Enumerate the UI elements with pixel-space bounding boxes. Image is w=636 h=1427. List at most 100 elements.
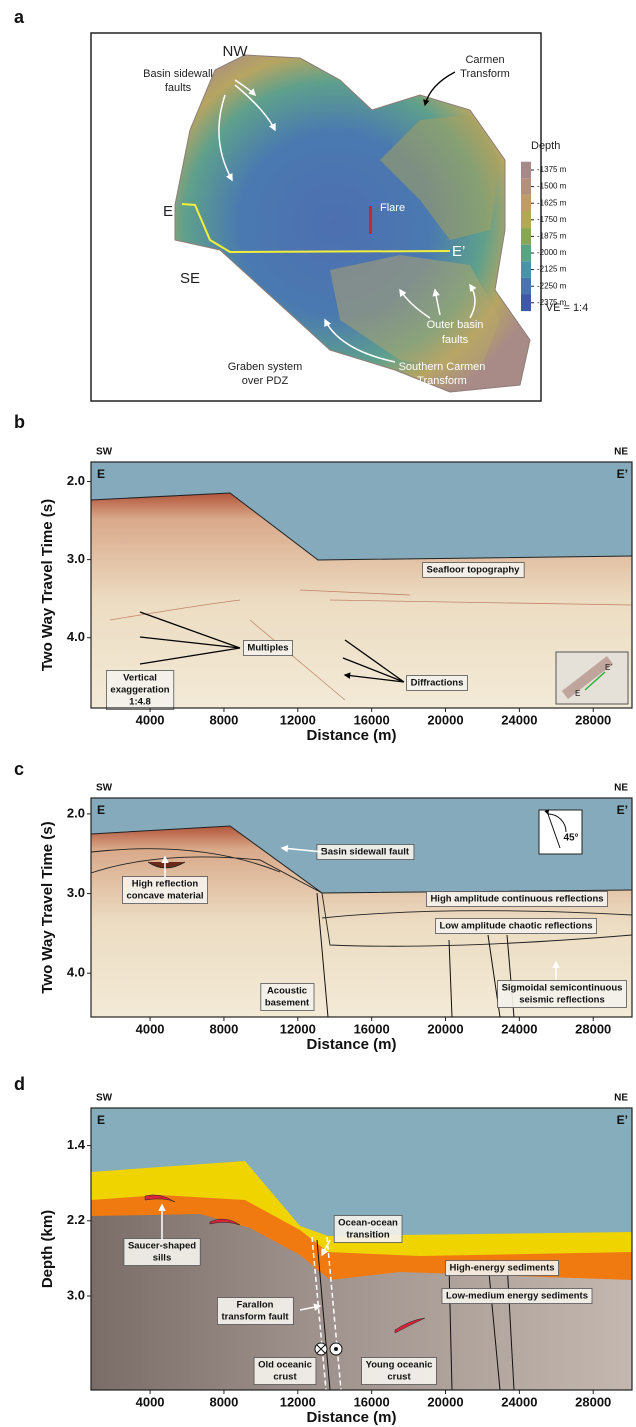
flare-marker bbox=[369, 206, 372, 234]
legend-label: -2000 m bbox=[537, 248, 567, 257]
annotation-text: Multiples bbox=[247, 643, 288, 654]
x-tick-label: 8000 bbox=[209, 1394, 238, 1409]
panel-label: b bbox=[14, 412, 25, 432]
map-label: faults bbox=[165, 82, 192, 94]
panel-b: E’ E Seafloor topography Multiples Diffr… bbox=[91, 462, 632, 710]
x-axis-title: Distance (m) bbox=[306, 1036, 396, 1053]
annotation: Vertical exaggeration 1:4.8 bbox=[106, 671, 173, 710]
direction-label: NE bbox=[614, 447, 628, 458]
legend-label: -2375 m bbox=[537, 298, 567, 307]
inset-label: E’ bbox=[605, 663, 612, 672]
x-tick-label: 4000 bbox=[136, 1021, 165, 1036]
x-tick-label: 8000 bbox=[209, 712, 238, 727]
annotation-text: 1:4.8 bbox=[129, 697, 151, 708]
x-tick-label: 16000 bbox=[354, 1021, 390, 1036]
legend-label: -2250 m bbox=[537, 281, 567, 290]
annotation: Multiples bbox=[243, 641, 292, 656]
legend-swatch bbox=[521, 278, 531, 295]
x-tick-label: 16000 bbox=[354, 1394, 390, 1409]
x-tick-label: 28000 bbox=[575, 712, 611, 727]
annotation: Low amplitude chaotic reflections bbox=[435, 919, 596, 934]
profile-end: E bbox=[97, 1113, 105, 1127]
legend-label: -1625 m bbox=[537, 198, 567, 207]
map-label: Southern Carmen bbox=[399, 361, 486, 373]
map-label: over PDZ bbox=[242, 375, 289, 387]
map-label: SE bbox=[180, 270, 200, 287]
x-tick-label: 20000 bbox=[427, 1394, 463, 1409]
map-label: Transform bbox=[417, 375, 467, 387]
annotation-text: Young oceanic bbox=[366, 1360, 433, 1371]
figure: a NW E E’ SE Flare Carmen Transform Basi… bbox=[0, 0, 636, 1427]
legend-label: -1750 m bbox=[537, 215, 567, 224]
annotation-text: Farallon bbox=[237, 1300, 274, 1311]
panel-c: 45° Basin sidewall fault High reflection… bbox=[91, 798, 632, 1017]
legend-swatch bbox=[521, 162, 531, 179]
annotation-text: High reflection bbox=[132, 879, 199, 890]
legend-swatch bbox=[521, 212, 531, 229]
legend-title: Depth bbox=[531, 140, 560, 152]
legend-swatch bbox=[521, 228, 531, 245]
direction-label: SW bbox=[96, 1093, 113, 1104]
x-tick-label: 24000 bbox=[501, 1394, 537, 1409]
annotation: Saucer-shaped sills bbox=[124, 1239, 200, 1266]
y-axis-title: Two Way Travel Time (s) bbox=[39, 821, 56, 993]
x-axis-title: Distance (m) bbox=[306, 727, 396, 744]
panel-d: Saucer-shaped sills Ocean-ocean transiti… bbox=[91, 1108, 632, 1390]
map-label: E’ bbox=[452, 243, 465, 260]
map-label: Basin sidewall bbox=[143, 68, 213, 80]
legend-label: -1375 m bbox=[537, 165, 567, 174]
y-tick-label: 2.0 bbox=[67, 473, 85, 488]
annotation-text: seismic reflections bbox=[519, 995, 605, 1006]
annotation-text: crust bbox=[273, 1372, 297, 1383]
x-tick-label: 4000 bbox=[136, 712, 165, 727]
annotation-text: Acoustic bbox=[267, 986, 307, 997]
annotation: Old oceanic crust bbox=[254, 1358, 316, 1385]
x-tick-label: 12000 bbox=[280, 1021, 316, 1036]
profile-end: E bbox=[97, 467, 105, 481]
map-label: E bbox=[163, 203, 173, 220]
map-label: NW bbox=[223, 43, 249, 60]
panel-label: c bbox=[14, 759, 24, 779]
annotation-text: Diffractions bbox=[411, 678, 464, 689]
direction-label: SW bbox=[96, 783, 113, 794]
legend-swatch bbox=[521, 195, 531, 212]
annotation: Young oceanic crust bbox=[362, 1358, 437, 1385]
legend-swatch bbox=[521, 178, 531, 195]
annotation: High amplitude continuous reflections bbox=[426, 892, 607, 907]
legend-swatch bbox=[521, 245, 531, 262]
y-axis-title: Two Way Travel Time (s) bbox=[39, 499, 56, 671]
annotation-text: High amplitude continuous reflections bbox=[430, 894, 603, 905]
annotation-text: Basin sidewall fault bbox=[321, 847, 410, 858]
annotation-text: Ocean-ocean bbox=[338, 1218, 398, 1229]
x-tick-label: 12000 bbox=[280, 1394, 316, 1409]
annotation-text: basement bbox=[265, 998, 310, 1009]
profile-end: E’ bbox=[617, 467, 628, 481]
annotation-text: Old oceanic bbox=[258, 1360, 312, 1371]
annotation: Farallon transform fault bbox=[217, 1298, 293, 1325]
map-label: Flare bbox=[380, 202, 405, 214]
panel-a: a NW E E’ SE Flare Carmen Transform Basi… bbox=[14, 7, 588, 401]
annotation-text: exaggeration bbox=[110, 685, 169, 696]
x-tick-label: 24000 bbox=[501, 712, 537, 727]
x-tick-label: 20000 bbox=[427, 1021, 463, 1036]
direction-label: NE bbox=[614, 783, 628, 794]
y-tick-label: 1.4 bbox=[67, 1137, 86, 1152]
y-tick-label: 3.0 bbox=[67, 1287, 85, 1302]
annotation-text: concave material bbox=[126, 891, 203, 902]
annotation: Sigmoidal semicontinuous seismic reflect… bbox=[498, 981, 627, 1008]
annotation-text: Low-medium energy sediments bbox=[446, 1291, 588, 1302]
panel-label: d bbox=[14, 1074, 25, 1094]
x-tick-label: 12000 bbox=[280, 712, 316, 727]
map-label: Transform bbox=[460, 68, 510, 80]
y-tick-label: 2.0 bbox=[67, 805, 85, 820]
profile-end: E’ bbox=[617, 803, 628, 817]
map-label: Graben system bbox=[228, 361, 303, 373]
x-tick-label: 28000 bbox=[575, 1021, 611, 1036]
annotation: Diffractions bbox=[407, 676, 468, 691]
annotation-text: High-energy sediments bbox=[449, 1263, 554, 1274]
map-label: faults bbox=[442, 334, 469, 346]
annotation-text: sills bbox=[153, 1253, 172, 1264]
profile-end: E bbox=[97, 803, 105, 817]
annotation: High reflection concave material bbox=[122, 877, 207, 904]
annotation-text: transform fault bbox=[221, 1312, 289, 1323]
